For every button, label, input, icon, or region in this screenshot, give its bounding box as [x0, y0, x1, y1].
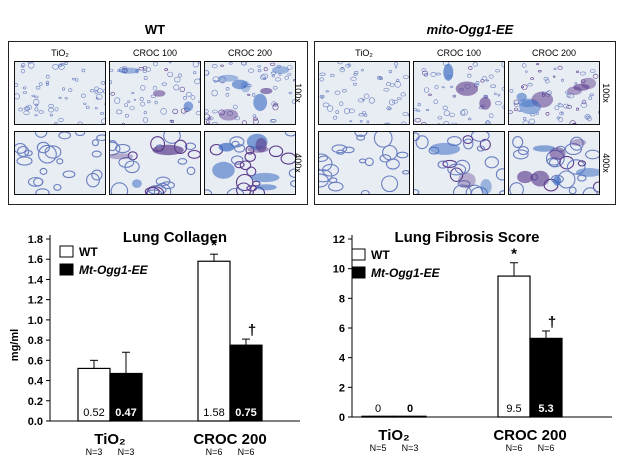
y-tick-label: 8 — [339, 293, 345, 305]
column-label: CROC 200 — [531, 48, 576, 58]
micrograph-tile — [318, 131, 410, 195]
y-tick-label: 1.0 — [28, 315, 43, 327]
legend-swatch — [59, 263, 74, 276]
legend-label: Mt-Ogg1-EE — [79, 263, 149, 277]
bar-value-label: 1.58 — [203, 407, 224, 419]
micrograph-tile — [109, 61, 201, 125]
x-category-label: TiO₂ — [94, 431, 125, 448]
legend-swatch — [351, 266, 366, 279]
x-category-label: CROC 200 — [493, 427, 566, 444]
bar-value-label: 0.47 — [115, 407, 136, 419]
n-label: N=6 — [506, 443, 523, 453]
n-label: N=6 — [538, 443, 555, 453]
chart-title: Lung Collagen — [123, 229, 227, 246]
y-axis-label: mg/ml — [9, 329, 21, 361]
y-tick-label: 0.8 — [28, 335, 43, 347]
bar — [361, 415, 395, 418]
y-tick-label: 6 — [339, 323, 345, 335]
column-label: TiO₂ — [51, 48, 69, 58]
y-tick-label: 1.4 — [28, 274, 44, 286]
histology-panel-mito — [314, 41, 616, 205]
legend-label: WT — [79, 245, 98, 259]
bar — [77, 367, 111, 422]
legend-swatch — [59, 245, 74, 258]
magnification-label: 100x — [600, 83, 611, 103]
y-tick-label: 4 — [339, 353, 346, 365]
panel-title-wt: WT — [144, 22, 166, 37]
micrograph-tile — [508, 131, 600, 195]
n-label: N=3 — [86, 447, 103, 457]
significance-marker: * — [211, 237, 217, 254]
y-tick-label: 10 — [333, 264, 345, 276]
n-label: N=6 — [206, 447, 223, 457]
n-label: N=5 — [370, 443, 387, 453]
y-tick-label: 12 — [333, 234, 345, 246]
micrograph-tile — [204, 131, 296, 195]
y-tick-label: 0.0 — [28, 416, 43, 428]
bar — [497, 275, 531, 418]
lung-fibrosis-score-chart: Lung Fibrosis Score 0 2 4 6 8 10 12 WT Mt-Ogg1-EE… — [333, 229, 612, 453]
magnification-label: 400x — [292, 153, 303, 173]
histology-panel-wt — [8, 41, 308, 205]
panel-title-mito: mito-Ogg1-EE — [426, 22, 514, 37]
y-tick-label: 1.2 — [28, 295, 43, 307]
n-label: N=6 — [238, 447, 255, 457]
micrograph-tile — [318, 61, 410, 125]
bar-value-label: 0.52 — [83, 407, 104, 419]
y-tick-label: 0.2 — [28, 396, 43, 408]
micrograph-tile — [508, 61, 600, 125]
column-label: CROC 100 — [132, 48, 177, 58]
bar-value-label: 0 — [407, 403, 413, 415]
chart-title: Lung Fibrosis Score — [394, 229, 539, 246]
x-category-label: TiO₂ — [378, 427, 409, 444]
bar — [229, 344, 263, 422]
x-category-label: CROC 200 — [193, 431, 266, 448]
legend-swatch — [351, 248, 366, 261]
micrograph-tile — [109, 131, 201, 195]
n-label: N=3 — [118, 447, 135, 457]
bar — [109, 372, 143, 422]
micrograph-tile — [413, 131, 505, 195]
micrograph-tile — [14, 131, 106, 195]
y-tick-label: 2 — [339, 382, 345, 394]
column-label: TiO₂ — [355, 48, 373, 58]
micrograph-tile — [204, 61, 296, 125]
n-label: N=3 — [402, 443, 419, 453]
bar-value-label: 9.5 — [506, 403, 521, 415]
legend-label: Mt-Ogg1-EE — [371, 266, 441, 280]
magnification-label: 100x — [292, 83, 303, 103]
significance-marker: † — [548, 314, 556, 331]
bar — [393, 415, 427, 418]
bar-value-label: 5.3 — [538, 403, 553, 415]
magnification-label: 400x — [600, 153, 611, 173]
lung-collagen-chart: Lung Collagen 0.0 0.2 0.4 0.6 0.8 1.0 1.2 1.4 1.6… — [9, 229, 300, 457]
y-tick-label: 0 — [339, 412, 345, 424]
column-label: CROC 200 — [227, 48, 272, 58]
y-tick-label: 0.4 — [28, 376, 44, 388]
column-label: CROC 100 — [436, 48, 481, 58]
bar — [197, 260, 231, 422]
significance-marker: † — [248, 322, 256, 339]
y-tick-label: 0.6 — [28, 355, 43, 367]
legend-label: WT — [371, 248, 390, 262]
micrograph-tile — [413, 61, 505, 125]
micrograph-tile — [14, 61, 106, 125]
bar-value-label: 0 — [375, 403, 381, 415]
bar-value-label: 0.75 — [235, 407, 256, 419]
y-tick-label: 1.8 — [28, 234, 43, 246]
y-tick-label: 1.6 — [28, 254, 43, 266]
significance-marker: * — [511, 246, 517, 263]
